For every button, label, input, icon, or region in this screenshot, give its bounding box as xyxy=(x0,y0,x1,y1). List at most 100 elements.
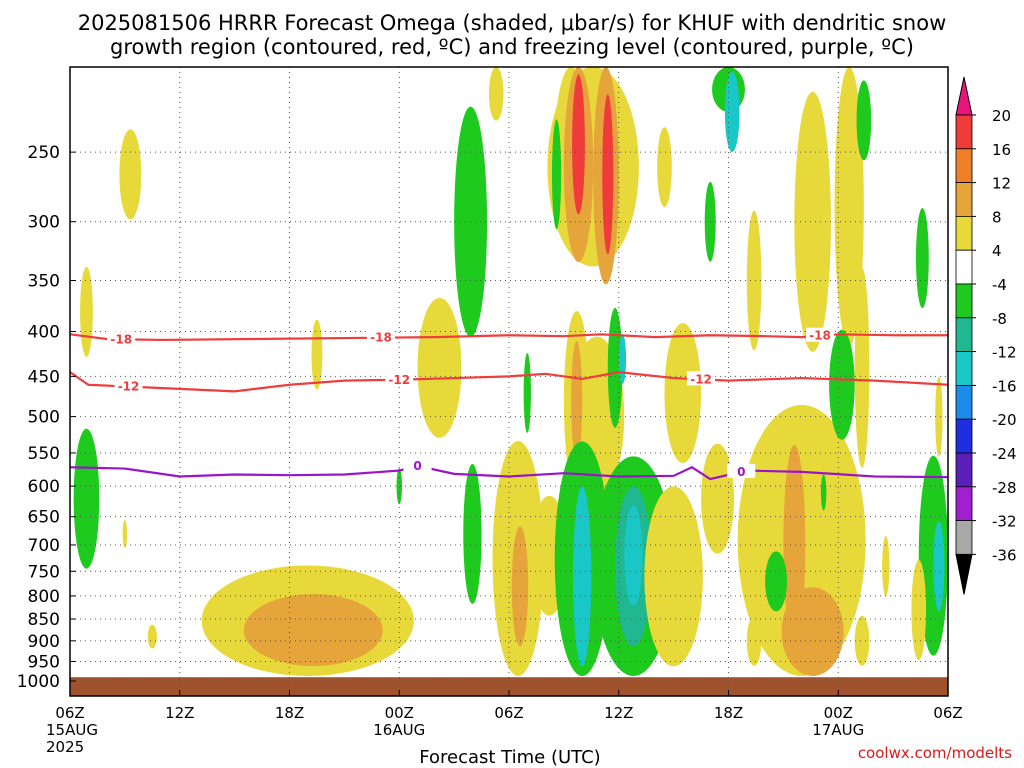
y-tick-label: 950 xyxy=(28,652,60,672)
colorbar-segment xyxy=(955,249,973,285)
contour-label: -18 xyxy=(809,329,831,343)
omega-region xyxy=(829,329,855,440)
omega-region xyxy=(657,127,672,208)
colorbar-label: -24 xyxy=(992,445,1017,463)
y-tick-label: 400 xyxy=(28,322,60,342)
omega-region xyxy=(624,505,643,606)
contour-label: -12 xyxy=(690,372,712,386)
credit-text: coolwx.com/modelts xyxy=(858,744,1012,762)
omega-region xyxy=(572,74,585,215)
contour-label: -18 xyxy=(110,332,132,346)
omega-region xyxy=(834,67,864,346)
contour-label-background xyxy=(107,331,136,346)
contour-label-background xyxy=(385,371,414,386)
omega-region xyxy=(73,428,100,569)
omega-region xyxy=(147,624,157,649)
omega-region xyxy=(746,615,762,666)
y-tick-label: 350 xyxy=(28,272,60,292)
colorbar-label: 12 xyxy=(992,175,1011,193)
y-tick-label: 700 xyxy=(28,536,60,556)
contour-line xyxy=(69,371,949,393)
x-tick-label: 18Z xyxy=(714,704,743,722)
x-tick-label: 06Z xyxy=(55,704,84,722)
omega-region xyxy=(644,486,703,667)
y-tick-label: 600 xyxy=(28,477,60,497)
colorbar-label: -20 xyxy=(992,411,1017,429)
omega-region xyxy=(781,587,844,676)
colorbar-top-arrow xyxy=(955,76,973,116)
colorbar-segment xyxy=(955,418,973,454)
colorbar-label: 20 xyxy=(992,107,1011,125)
omega-region xyxy=(463,463,482,604)
y-tick-label: 800 xyxy=(28,587,60,607)
colorbar-segment xyxy=(955,452,973,488)
omega-region xyxy=(602,94,614,255)
contour-label: -12 xyxy=(388,373,410,387)
omega-region xyxy=(664,322,702,463)
colorbar-label: -8 xyxy=(992,310,1007,328)
omega-region xyxy=(701,443,734,554)
colorbar-label: -4 xyxy=(992,276,1007,294)
omega-region xyxy=(523,352,531,433)
colorbar-segment xyxy=(955,148,973,184)
contour-label-background xyxy=(805,327,834,342)
y-tick-label: 250 xyxy=(28,143,60,163)
y-tick-label: 1000 xyxy=(17,672,60,692)
colorbar-label: 16 xyxy=(992,141,1011,159)
omega-colorbar: 20 16 12 8 4 -4 -8 -12 -16 -20 -24 -28 -32 -36 xyxy=(955,76,1017,595)
x-tick-label: 06Z xyxy=(933,704,962,722)
contour-label-background xyxy=(114,378,143,393)
x-tick-label: 16AUG xyxy=(373,721,425,739)
colorbar-label: -16 xyxy=(992,377,1017,395)
omega-region xyxy=(311,319,323,390)
x-tick-label: 15AUG xyxy=(46,721,98,739)
x-tick-label: 00Z xyxy=(385,704,414,722)
contour-label: -12 xyxy=(118,380,140,394)
colorbar-segment xyxy=(955,114,973,150)
omega-region xyxy=(417,297,462,438)
colorbar-label: 8 xyxy=(992,208,1002,226)
x-tick-label: 2025 xyxy=(46,738,84,756)
contour-label: 0 xyxy=(737,465,745,479)
omega-region xyxy=(794,91,831,352)
omega-region xyxy=(854,267,870,468)
omega-region xyxy=(935,376,943,457)
y-tick-label: 300 xyxy=(28,213,60,233)
colorbar-segment xyxy=(955,182,973,217)
omega-region xyxy=(915,208,929,309)
omega-region xyxy=(882,536,890,597)
x-tick-label: 18Z xyxy=(275,704,304,722)
x-axis-label: Forecast Time (UTC) xyxy=(419,747,600,768)
colorbar-segment xyxy=(955,351,973,386)
colorbar-label: -12 xyxy=(992,344,1017,362)
omega-region xyxy=(911,559,927,660)
y-tick-label: 900 xyxy=(28,632,60,652)
plot-area: -18 -18 -18 -12 -12 -12 0 0 xyxy=(69,66,949,697)
omega-region xyxy=(820,474,827,511)
omega-region xyxy=(551,119,562,230)
omega-region xyxy=(854,615,870,666)
omega-region xyxy=(396,468,402,505)
colorbar-segment xyxy=(955,317,973,352)
omega-region xyxy=(488,67,504,121)
omega-region xyxy=(80,266,93,357)
y-tick-label: 850 xyxy=(28,610,60,630)
chart-title-line-2: growth region (contoured, red, ºC) and f… xyxy=(110,35,914,59)
y-tick-label: 500 xyxy=(28,408,60,428)
omega-region xyxy=(933,521,945,612)
omega-region xyxy=(765,551,788,612)
colorbar-segment xyxy=(955,486,973,521)
contour-label-background xyxy=(687,371,716,386)
colorbar-segment xyxy=(955,283,973,319)
omega-region xyxy=(119,129,142,220)
y-tick-label: 450 xyxy=(28,367,60,387)
pressure-axis: 2503003504004505005506006507007508008509… xyxy=(17,143,76,692)
contour-label-background xyxy=(366,329,395,344)
y-tick-label: 750 xyxy=(28,562,60,582)
y-tick-label: 650 xyxy=(28,508,60,528)
contour-label: 0 xyxy=(413,459,421,473)
omega-region xyxy=(122,519,128,548)
contour-label-background xyxy=(403,457,432,472)
